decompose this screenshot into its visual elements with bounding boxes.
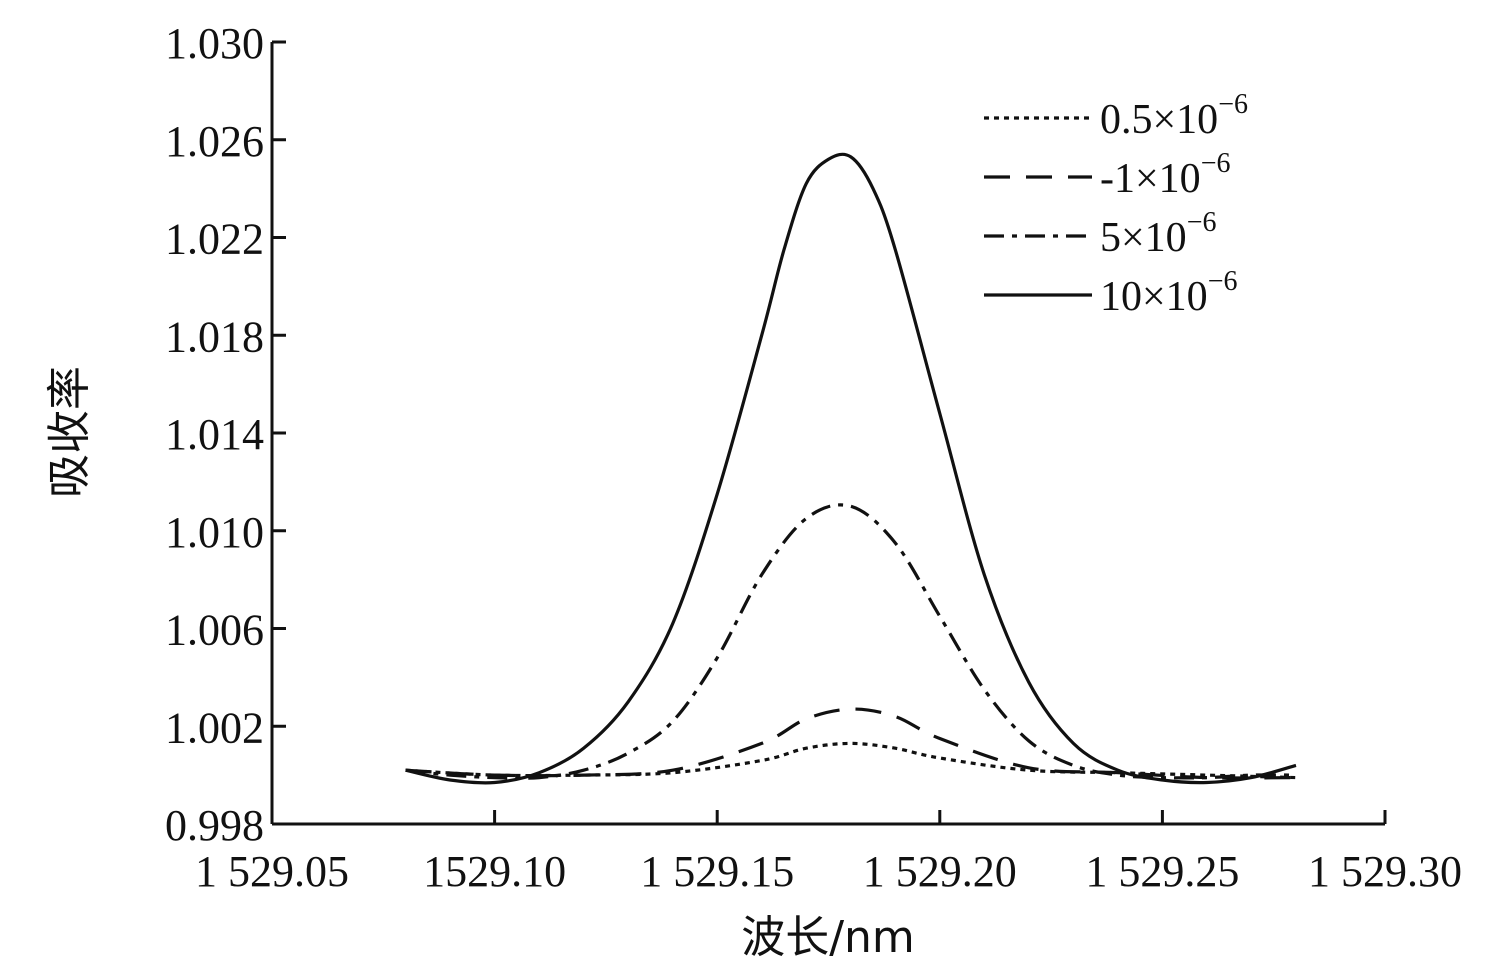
y-tick-label: 1.022	[165, 215, 264, 264]
y-tick-label: 1.010	[165, 508, 264, 557]
legend-label-exponent: −6	[1218, 89, 1248, 120]
legend-label-exponent: −6	[1187, 207, 1217, 238]
legend-label-base: 5×10	[1100, 215, 1187, 261]
legend-label-exponent: −6	[1201, 148, 1231, 179]
legend: 0.5×10−6-1×10−65×10−610×10−6	[984, 89, 1248, 320]
x-tick-label: 1 529.15	[640, 847, 794, 896]
legend-label: 10×10−6	[1100, 266, 1237, 320]
legend-label: -1×10−6	[1100, 148, 1230, 202]
legend-label: 5×10−6	[1100, 207, 1216, 261]
legend-label-base: -1×10	[1100, 156, 1201, 202]
legend-label: 0.5×10−6	[1100, 89, 1248, 143]
legend-label-exponent: −6	[1208, 266, 1238, 297]
x-tick-label: 1 529.30	[1308, 847, 1462, 896]
x-tick-label: 1 529.05	[195, 847, 349, 896]
y-tick-label: 1.026	[165, 117, 264, 166]
series-line-2	[405, 707, 1297, 780]
y-tick-label: 1.002	[165, 703, 264, 752]
y-tick-label: 1.014	[165, 410, 264, 459]
y-ticks: 0.998 1.002 1.006 1.010 1.014 1.018 1.022 1.026…	[165, 19, 286, 850]
x-axis-title: 波长/nm	[741, 912, 915, 963]
series-line-3	[405, 503, 1297, 780]
x-tick-label: 1 529.25	[1085, 847, 1239, 896]
x-tick-label: 1 529.20	[863, 847, 1017, 896]
series-line-4	[405, 152, 1297, 785]
y-tick-label: 0.998	[165, 801, 264, 850]
x-ticks: 1 529.05 1529.10 1 529.15 1 529.20 1 529.25 1…	[195, 810, 1462, 896]
legend-label-base: 0.5×10	[1100, 97, 1218, 143]
legend-label-base: 10×10	[1100, 274, 1208, 320]
y-tick-label: 1.006	[165, 606, 264, 655]
series-lines	[405, 152, 1297, 785]
y-tick-label: 1.030	[165, 19, 264, 68]
y-tick-label: 1.018	[165, 312, 264, 361]
x-tick-label: 1529.10	[423, 847, 566, 896]
y-axis-title: 吸收率	[44, 366, 95, 498]
